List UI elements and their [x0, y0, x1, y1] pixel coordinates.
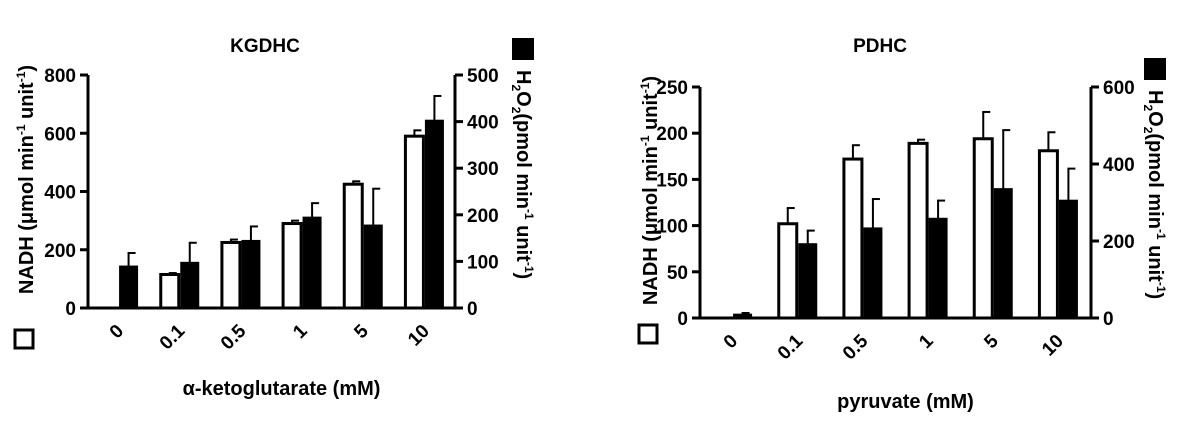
legend-swatch-nadh: [13, 328, 35, 350]
x-tick-label: 10: [404, 321, 434, 351]
right-y-tick-label: 400: [467, 113, 499, 134]
right-y-tick-label: 600: [1103, 78, 1135, 99]
left-y-label-end: ): [16, 65, 38, 72]
x-tick-label: 0: [720, 331, 742, 353]
right-y-label-h: H: [1144, 90, 1166, 104]
left-y-tick-label: 200: [44, 241, 76, 262]
x-tick-label: 10: [1038, 331, 1068, 361]
x-axis-label: α-ketoglutarate (mM): [183, 378, 381, 400]
left-y-label-sup: -1: [14, 71, 28, 82]
right-y-label-sub: 2: [509, 107, 523, 114]
right-y-tick-label: 400: [1103, 155, 1135, 176]
right-y-label-text: (pmol min: [512, 113, 534, 209]
bar-nadh: [842, 157, 864, 320]
bar-h2o2: [302, 216, 322, 309]
right-y-label-mid: unit: [1144, 240, 1166, 283]
x-tick-label: 0.1: [156, 320, 190, 354]
right-y-label-sub: 2: [1141, 104, 1155, 111]
right-y-label-o: O: [512, 91, 534, 107]
left-y-tick-label: 150: [656, 170, 688, 191]
right-y-label-end: ): [512, 273, 534, 280]
x-tick-label: 0.5: [217, 320, 251, 354]
left-y-tick-label: 50: [667, 263, 688, 284]
legend-swatch-h2o2: [1144, 58, 1166, 80]
right-y-axis-label: H2O2(pmol min-1 unit-1): [509, 70, 536, 279]
bar-nadh: [777, 222, 799, 320]
x-tick-label: 5: [350, 320, 373, 343]
bar-nadh: [1037, 149, 1059, 320]
bar-h2o2: [993, 188, 1013, 319]
bar-h2o2: [119, 265, 139, 309]
x-tick-label: 1: [915, 330, 938, 353]
left-y-axis-label: NADH (μmol min-1 unit-1): [638, 76, 662, 305]
left-y-tick-label: 0: [65, 299, 76, 320]
right-y-label-o: O: [1144, 111, 1166, 127]
right-y-label-sub: 2: [1141, 127, 1155, 134]
left-y-tick-label: 200: [656, 124, 688, 145]
left-y-tick-label: 800: [44, 66, 76, 87]
bar-nadh: [159, 273, 181, 310]
left-y-axis-label: NADH (μmol min-1 unit-1): [14, 65, 38, 294]
bar-h2o2: [733, 313, 753, 319]
bar-h2o2: [241, 239, 261, 309]
right-y-tick-label: 200: [467, 206, 499, 227]
bar-nadh: [220, 240, 242, 310]
x-tick-label: 0.5: [839, 330, 873, 364]
left-y-tick-label: 600: [44, 124, 76, 145]
chart-title: PDHC: [853, 36, 907, 57]
right-y-label-sup: -1: [1154, 229, 1168, 240]
right-y-axis-label: H2O2(pmol min-1 unit-1): [1141, 90, 1168, 299]
right-y-tick-label: 0: [1103, 309, 1114, 330]
legend-swatch-nadh: [637, 323, 659, 345]
legend-swatch-h2o2: [512, 38, 534, 60]
right-y-tick-label: 0: [467, 299, 478, 320]
right-y-tick-label: 300: [467, 159, 499, 180]
left-y-label-sup: -1: [638, 82, 652, 93]
left-y-tick-label: 400: [44, 183, 76, 204]
left-y-label-mid: unit: [640, 93, 662, 136]
right-y-tick-label: 500: [467, 66, 499, 87]
left-y-label-text: NADH (μmol min: [640, 146, 662, 305]
left-y-label-sup: -1: [638, 135, 652, 146]
bar-nadh: [403, 134, 425, 310]
right-y-label-sub: 2: [509, 84, 523, 91]
left-y-label-text: NADH (μmol min: [16, 135, 38, 294]
chart-panel-kgdhc: KGDHC 0 200 400 600 800 0 100 200 300 400 500 0 0.1 0.…: [13, 36, 536, 400]
right-y-tick-label: 100: [467, 252, 499, 273]
right-y-tick-label: 200: [1103, 232, 1135, 253]
x-tick-label: 0: [106, 321, 128, 343]
x-tick-label: 0.1: [774, 330, 808, 364]
bar-h2o2: [1058, 199, 1078, 319]
bar-h2o2: [180, 261, 200, 309]
bar-h2o2: [424, 119, 444, 309]
right-y-label-end: ): [1144, 293, 1166, 300]
bar-nadh: [907, 141, 929, 320]
bar-nadh: [972, 137, 994, 320]
x-axis-label: pyruvate (mM): [837, 391, 974, 413]
left-y-tick-label: 0: [677, 309, 688, 330]
bar-nadh: [342, 182, 364, 310]
right-y-label-text: (pmol min: [1144, 133, 1166, 229]
right-y-label-sup: -1: [1154, 282, 1168, 293]
right-y-label-sup: -1: [522, 262, 536, 273]
left-y-tick-label: 250: [656, 78, 688, 99]
right-y-label-mid: unit: [512, 220, 534, 263]
bar-h2o2: [928, 217, 948, 319]
bar-h2o2: [798, 243, 818, 319]
right-y-label-h: H: [512, 70, 534, 84]
right-y-label-sup: -1: [522, 209, 536, 220]
left-y-tick-label: 100: [656, 217, 688, 238]
x-tick-label: 5: [980, 330, 1003, 353]
left-y-label-mid: unit: [16, 82, 38, 125]
chart-panel-pdhc: PDHC 0 50 100 150 200 250 0 200 400 600 0 0.1 0.5 1 5 10…: [637, 36, 1168, 413]
left-y-label-sup: -1: [14, 124, 28, 135]
bar-h2o2: [363, 224, 383, 309]
bar-nadh: [281, 222, 303, 310]
chart-title: KGDHC: [230, 36, 300, 57]
x-tick-label: 1: [289, 320, 312, 343]
left-y-label-end: ): [640, 76, 662, 83]
bar-h2o2: [863, 227, 883, 319]
